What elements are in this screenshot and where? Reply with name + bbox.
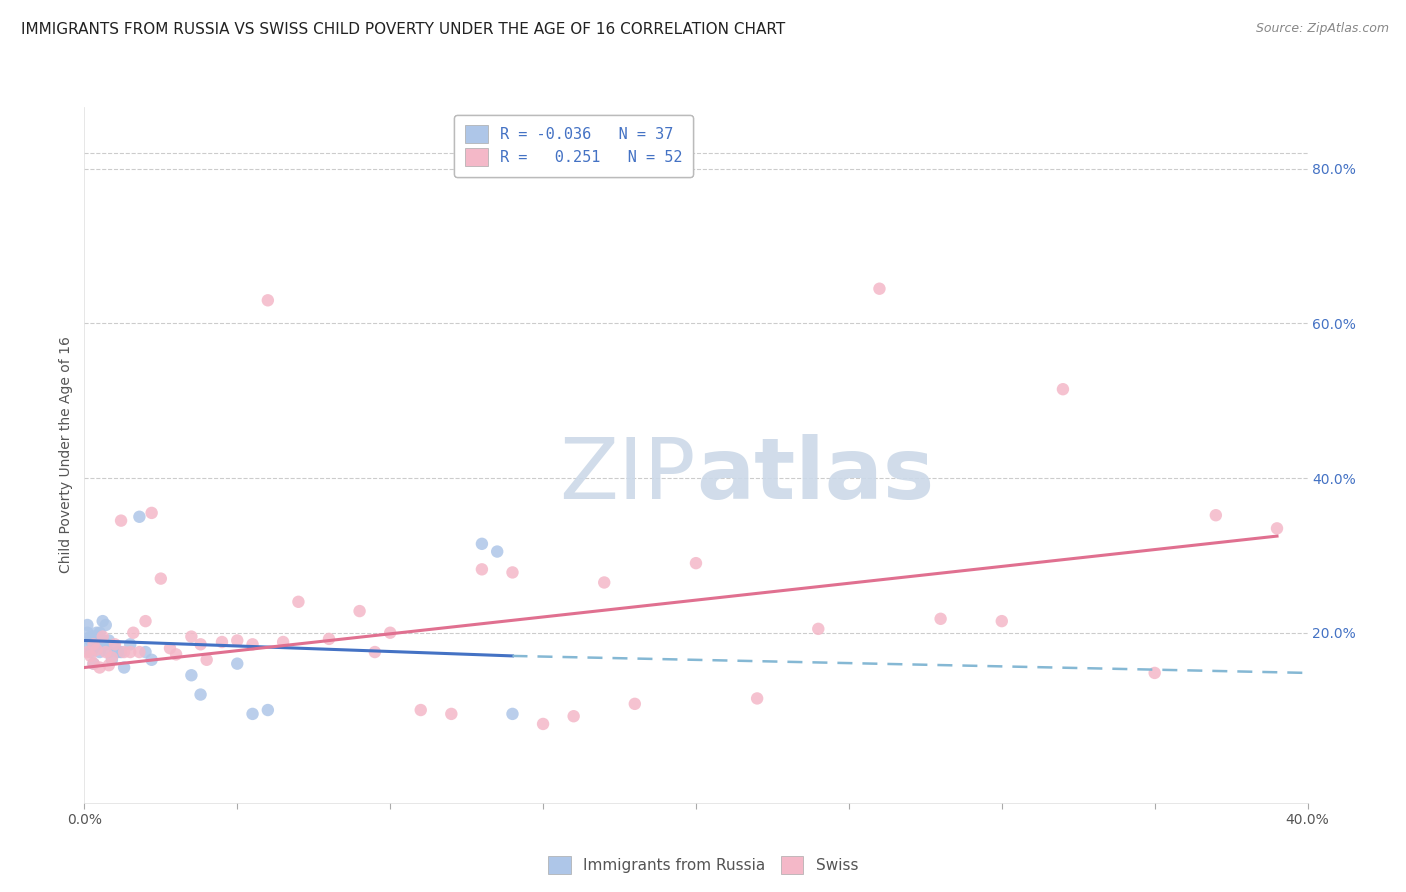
Point: [97, 645, 120, 659]
Point: [242, 706, 264, 721]
Point: [364, 645, 387, 659]
Point: [190, 637, 212, 651]
Point: [94, 618, 117, 632]
Point: [165, 648, 187, 662]
Point: [83, 657, 105, 671]
Point: [685, 556, 707, 570]
Point: [226, 657, 249, 671]
Point: [1143, 665, 1166, 680]
Point: [929, 612, 952, 626]
Point: [471, 537, 494, 551]
Point: [128, 645, 150, 659]
Point: [1265, 521, 1288, 535]
Point: [112, 645, 135, 659]
Point: [135, 645, 157, 659]
Point: [91, 633, 114, 648]
Point: [318, 632, 340, 646]
Point: [159, 641, 181, 656]
Y-axis label: Child Poverty Under the Age of 16: Child Poverty Under the Age of 16: [59, 336, 73, 574]
Point: [91, 614, 114, 628]
Point: [257, 703, 280, 717]
Point: [110, 514, 132, 528]
Point: [97, 658, 120, 673]
Point: [180, 630, 202, 644]
Point: [83, 637, 105, 651]
Point: [112, 660, 135, 674]
Point: [94, 645, 117, 659]
Point: [502, 566, 524, 580]
Point: [86, 630, 108, 644]
Point: [76, 637, 98, 651]
Point: [287, 595, 309, 609]
Point: [991, 614, 1014, 628]
Point: [128, 509, 150, 524]
Point: [76, 618, 98, 632]
Text: atlas: atlas: [696, 434, 934, 517]
Point: [89, 660, 111, 674]
Text: ZIP: ZIP: [560, 434, 696, 517]
Point: [1205, 508, 1227, 523]
Legend: Immigrants from Russia, Swiss: Immigrants from Russia, Swiss: [541, 850, 865, 880]
Point: [79, 633, 101, 648]
Point: [562, 709, 585, 723]
Point: [83, 657, 105, 671]
Point: [807, 622, 830, 636]
Point: [349, 604, 371, 618]
Point: [242, 637, 264, 651]
Point: [226, 633, 249, 648]
Point: [76, 645, 98, 659]
Point: [380, 625, 402, 640]
Text: Source: ZipAtlas.com: Source: ZipAtlas.com: [1256, 22, 1389, 36]
Point: [86, 637, 108, 651]
Text: IMMIGRANTS FROM RUSSIA VS SWISS CHILD POVERTY UNDER THE AGE OF 16 CORRELATION CH: IMMIGRANTS FROM RUSSIA VS SWISS CHILD PO…: [21, 22, 786, 37]
Point: [593, 575, 616, 590]
Point: [86, 625, 108, 640]
Point: [110, 645, 132, 659]
Point: [257, 293, 280, 308]
Point: [104, 641, 127, 656]
Point: [747, 691, 769, 706]
Point: [869, 282, 891, 296]
Point: [531, 717, 554, 731]
Point: [107, 645, 129, 659]
Point: [141, 506, 163, 520]
Point: [104, 637, 127, 651]
Point: [76, 625, 98, 640]
Point: [89, 625, 111, 640]
Point: [79, 630, 101, 644]
Point: [83, 641, 105, 656]
Point: [101, 653, 124, 667]
Point: [122, 625, 145, 640]
Point: [624, 697, 647, 711]
Point: [86, 642, 108, 657]
Point: [195, 653, 218, 667]
Point: [101, 650, 124, 665]
Point: [97, 633, 120, 648]
Point: [91, 630, 114, 644]
Point: [180, 668, 202, 682]
Point: [486, 544, 509, 558]
Point: [79, 648, 101, 663]
Point: [141, 653, 163, 667]
Point: [79, 645, 101, 659]
Legend: R = -0.036   N = 37, R =   0.251   N = 52: R = -0.036 N = 37, R = 0.251 N = 52: [454, 115, 693, 177]
Point: [149, 572, 172, 586]
Point: [1052, 382, 1074, 396]
Point: [440, 706, 463, 721]
Point: [190, 688, 212, 702]
Point: [135, 614, 157, 628]
Point: [502, 706, 524, 721]
Point: [94, 637, 117, 651]
Point: [83, 630, 105, 644]
Point: [89, 645, 111, 659]
Point: [409, 703, 432, 717]
Point: [471, 562, 494, 576]
Point: [120, 645, 142, 659]
Point: [271, 635, 294, 649]
Point: [211, 635, 233, 649]
Point: [120, 637, 142, 651]
